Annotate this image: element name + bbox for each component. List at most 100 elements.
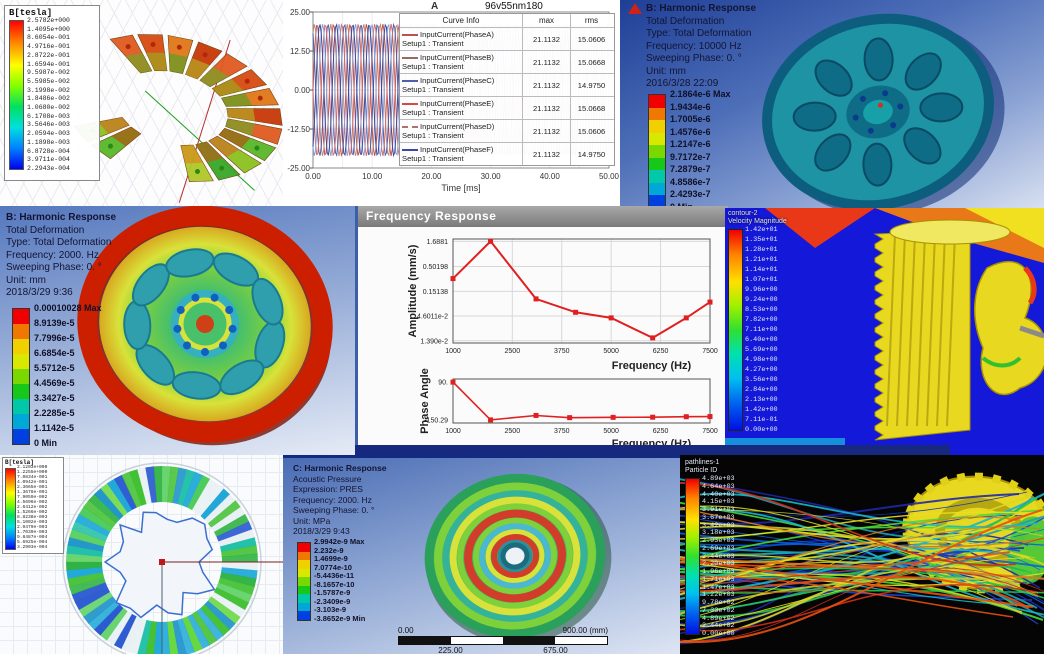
x-tick: 7500 — [702, 428, 718, 435]
cfd-contour-canvas[interactable] — [725, 208, 1044, 455]
panel-phase-current-plot[interactable]: 25.00 12.50 0.00 -12.50 -25.00 0.00 10.00 20.00… — [283, 0, 620, 210]
curve-name: InputCurrent(PhaseC) — [420, 76, 495, 85]
colorbar-label: 4.89e+02 — [702, 614, 735, 623]
colorbar-label: 1.47e+03 — [702, 583, 735, 592]
legend-title: contour-2 — [728, 210, 758, 217]
wheel-model-canvas[interactable] — [620, 0, 1044, 208]
colorbar-label: 3.56e+00 — [745, 376, 778, 384]
colorbar-label: 7.82e+00 — [745, 316, 778, 324]
x-tick: 5000 — [603, 348, 619, 355]
colorbar-label: 0.00010028 Max — [34, 303, 102, 313]
info-line: Expression: PRES — [293, 484, 363, 494]
curve-max: 21.1132 — [522, 51, 570, 73]
colorbar-label: 1.07e+01 — [745, 276, 778, 284]
panel-acoustic-pressure-viewport[interactable]: C: Harmonic Response Acoustic Pressure Exp… — [283, 455, 680, 654]
curve-max: 21.1132 — [522, 143, 570, 165]
colorbar-label: 6.8728e-004 — [27, 147, 70, 155]
colorbar-label: 2.93e+03 — [702, 537, 735, 545]
x-tick: 3750 — [554, 348, 570, 355]
y-tick: 12.50 — [290, 47, 311, 56]
legend-header-cell: max — [522, 14, 570, 27]
colorbar-label: 4.64e+03 — [702, 482, 735, 491]
colorbar-label: 2.1203e+000 — [17, 465, 48, 470]
legend-title: B[tesla] — [5, 459, 34, 466]
window-bottom-bar — [355, 445, 950, 455]
colorbar-label: 5.69e+00 — [745, 346, 778, 354]
colorbar-label: 1.21e+01 — [745, 256, 778, 264]
curve-setup: Setup1 : Transient — [402, 62, 464, 71]
legend-title: pathlines-1 — [685, 459, 720, 466]
x-axis-label: Time [ms] — [441, 183, 480, 193]
colorbar-label: 1.42e+00 — [745, 406, 778, 414]
colorbar-label: 1.8486e-002 — [27, 95, 70, 103]
curve-info-legend: Curve Info max rms InputCurrent(PhaseA) Setu… — [399, 13, 615, 166]
colorbar-label: 2.44e+03 — [702, 552, 735, 561]
colorbar-label: 7.11e-01 — [745, 416, 778, 424]
x-axis-label: Frequency (Hz) — [612, 360, 692, 372]
colorbar-label: 7.7996e-5 — [34, 333, 75, 343]
info-line: Frequency: 10000 Hz — [646, 40, 742, 52]
colorbar-label: 7.11e+00 — [745, 326, 778, 334]
frequency-response-charts[interactable]: 1.6881 0.50198 0.15138 4.6011e-2 1.390e-2 100… — [358, 227, 728, 455]
colorbar-label: 3.18e+03 — [702, 529, 735, 538]
y-tick: 0.50198 — [423, 264, 448, 271]
colorbar-label: 1.9434e-6 — [670, 101, 711, 112]
legend-subtitle: Particle ID — [685, 467, 718, 474]
wheel-model-canvas[interactable] — [0, 206, 355, 455]
colorbar-label: 8.8238e-003 — [17, 515, 48, 520]
info-line: 2016/3/28 22:09 — [646, 78, 719, 89]
colorbar-label: 0.00e+00 — [702, 630, 735, 638]
colorbar-label: 7.0774e-10 — [314, 562, 352, 572]
colorbar-label: 0 Min — [34, 438, 58, 448]
y-tick: 90. — [438, 380, 448, 387]
colorbar-label: 5.5985e-002 — [27, 77, 70, 85]
colorbar-label: 6.1708e-003 — [27, 112, 70, 120]
colorbar-label: 1.0680e-002 — [27, 104, 70, 112]
colorbar-label: 2.13e+00 — [745, 396, 778, 404]
ring-model-canvas[interactable] — [0, 455, 283, 654]
panel-cfd-contour-viewport[interactable]: contour-2 Velocity Magnitude 1.42e+01 1.3… — [725, 208, 1044, 455]
colorbar-label: 1.5266e-002 — [17, 510, 48, 515]
info-line: C: Harmonic Response — [293, 463, 387, 473]
panel-harmonic-2000-viewport[interactable]: B: Harmonic Response Total Deformation Typ… — [0, 206, 355, 455]
x-tick: 1000 — [445, 428, 461, 435]
colorbar-label: 2.20e+03 — [702, 560, 735, 569]
info-line: 2018/3/29 9:36 — [6, 287, 73, 298]
colorbar-label: 1.28e+01 — [745, 246, 778, 254]
pathlines-legend: pathlines-1 Particle ID 4.89e+03 4.64e+03… — [685, 459, 735, 638]
colorbar-label: 4.15e+03 — [702, 498, 735, 507]
colorbar-label: 4.40e+03 — [702, 490, 735, 499]
x-tick: 3750 — [554, 428, 570, 435]
curve-name: InputCurrent(PhaseF) — [420, 145, 494, 154]
disc-model-canvas[interactable] — [283, 458, 680, 654]
info-line: Frequency: 2000. Hz — [6, 249, 99, 261]
info-line: B: Harmonic Response — [646, 3, 757, 14]
info-line: Sweeping Phase: 0. ° — [646, 53, 742, 64]
panel-maxwell-ring-viewport[interactable]: B[tesla] 2.1203e+000 1.2255e+000 7.0834e-0… — [0, 455, 283, 654]
panel-pathlines-viewport[interactable]: pathlines-1 Particle ID 4.89e+03 4.64e+03… — [680, 455, 1044, 654]
info-line: Total Deformation — [6, 224, 85, 236]
colorbar-label: 3.67e+03 — [702, 513, 735, 522]
x-tick: 10.00 — [362, 172, 383, 181]
x-tick: 6250 — [653, 428, 669, 435]
colorbar-label: 1.71e+03 — [702, 575, 735, 584]
colorbar-label: 2.44e+02 — [702, 622, 735, 631]
torus-model-canvas[interactable] — [0, 0, 283, 206]
colorbar-label: -2.3409e-9 — [314, 596, 351, 606]
panel-maxwell-torus-viewport[interactable]: B[tesla] 2.5782e+000 1.4095e+000 8.6054e-0… — [0, 0, 283, 206]
legend-title: B[tesla] — [9, 8, 53, 18]
x-tick: 5000 — [603, 428, 619, 435]
field-legend: B[tesla] 2.1203e+000 1.2255e+000 7.0834e-0… — [2, 457, 64, 554]
panel-harmonic-10000-viewport[interactable]: B: Harmonic Response Total Deformation Typ… — [620, 0, 1044, 208]
colorbar-label: -3.8652e-9 Min — [314, 613, 366, 623]
colorbar-label: 6.40e+00 — [745, 336, 778, 344]
window-titlebar[interactable]: Frequency Response — [358, 206, 728, 227]
x-tick: 7500 — [702, 348, 718, 355]
colorbar-label: 6.6854e-5 — [34, 348, 75, 358]
colorbar-label: 1.4699e-9 — [314, 554, 348, 563]
colorbar-label: 1.1142e-5 — [34, 423, 75, 433]
streamlines-canvas[interactable] — [680, 455, 1044, 654]
colorbar-label: 9.24e+00 — [745, 296, 778, 304]
curve-name: InputCurrent(PhaseE) — [420, 99, 494, 108]
